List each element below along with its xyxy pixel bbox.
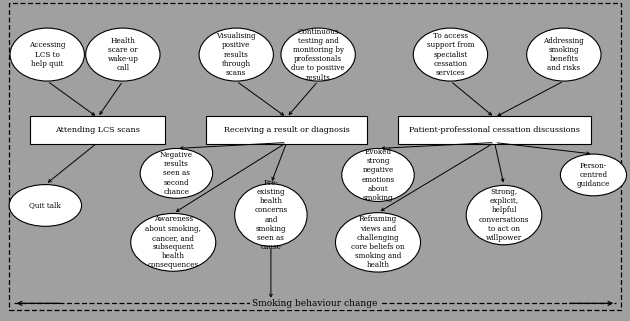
Ellipse shape: [413, 28, 488, 81]
FancyBboxPatch shape: [399, 116, 591, 144]
Ellipse shape: [234, 184, 307, 247]
Ellipse shape: [86, 28, 160, 81]
Ellipse shape: [140, 148, 213, 198]
Ellipse shape: [336, 213, 421, 272]
Ellipse shape: [560, 154, 626, 196]
Ellipse shape: [341, 148, 415, 202]
FancyBboxPatch shape: [207, 116, 367, 144]
Text: To access
support from
specialist
cessation
services: To access support from specialist cessat…: [427, 32, 474, 77]
Text: Reframing
views and
challenging
core beliefs on
smoking and
health: Reframing views and challenging core bel…: [351, 215, 405, 269]
Ellipse shape: [281, 28, 355, 81]
Ellipse shape: [466, 186, 542, 245]
Text: Awareness
about smoking,
cancer, and
subsequent
health
consequences: Awareness about smoking, cancer, and sub…: [146, 215, 201, 269]
Text: Addressing
smoking
benefits
and risks: Addressing smoking benefits and risks: [544, 37, 584, 72]
Text: Receiving a result or diagnosis: Receiving a result or diagnosis: [224, 126, 350, 134]
Text: Negative
results
seen as
second
chance: Negative results seen as second chance: [160, 151, 193, 196]
Ellipse shape: [131, 213, 215, 271]
Ellipse shape: [10, 28, 84, 81]
Ellipse shape: [199, 28, 273, 81]
Text: Attending LCS scans: Attending LCS scans: [55, 126, 140, 134]
FancyBboxPatch shape: [30, 116, 165, 144]
Ellipse shape: [9, 185, 82, 226]
Text: Pre-
existing
health
concerns
and
smoking
seen as
cause: Pre- existing health concerns and smokin…: [255, 179, 287, 251]
Text: Visualising
positive
results
through
scans: Visualising positive results through sca…: [217, 32, 256, 77]
Text: Accessing
LCS to
help quit: Accessing LCS to help quit: [29, 41, 66, 68]
Text: Evoked
strong
negative
emotions
about
smoking: Evoked strong negative emotions about sm…: [362, 148, 394, 202]
Text: Smoking behaviour change: Smoking behaviour change: [252, 299, 378, 308]
Text: Person-
centred
guidance: Person- centred guidance: [577, 162, 610, 188]
Text: Strong,
explicit,
helpful
conversations
to act on
willpower: Strong, explicit, helpful conversations …: [479, 188, 529, 242]
Text: Quit talk: Quit talk: [30, 202, 61, 209]
Text: Health
scare or
wake-up
call: Health scare or wake-up call: [107, 37, 139, 72]
Ellipse shape: [527, 28, 601, 81]
Text: Patient-professional cessation discussions: Patient-professional cessation discussio…: [409, 126, 580, 134]
Text: Continuous
testing and
monitoring by
professionals
due to positive
results: Continuous testing and monitoring by pro…: [291, 28, 345, 82]
